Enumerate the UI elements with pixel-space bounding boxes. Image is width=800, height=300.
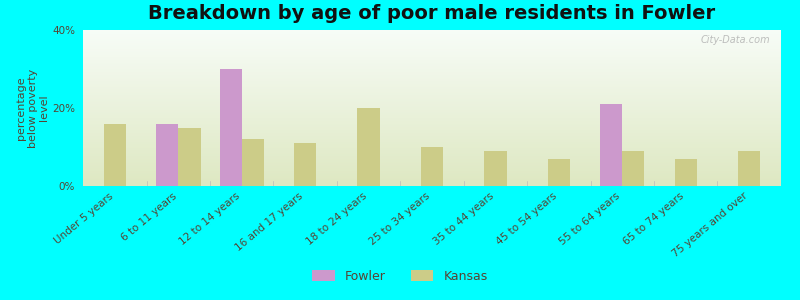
Bar (219, 69, 242, 186)
Bar (242, 139, 264, 186)
Legend: Fowler, Kansas: Fowler, Kansas (307, 265, 493, 288)
Bar (294, 143, 316, 186)
Bar (358, 108, 380, 186)
Bar (104, 124, 126, 186)
Bar (674, 159, 697, 186)
Bar (484, 151, 506, 186)
Bar (178, 128, 201, 186)
Bar (622, 151, 645, 186)
Bar (548, 159, 570, 186)
Bar (600, 104, 622, 186)
Title: Breakdown by age of poor male residents in Fowler: Breakdown by age of poor male residents … (149, 4, 715, 23)
Bar (156, 124, 178, 186)
Text: City-Data.com: City-Data.com (700, 35, 770, 45)
Bar (421, 147, 443, 186)
Bar (738, 151, 760, 186)
Y-axis label: percentage
below poverty
level: percentage below poverty level (16, 68, 50, 148)
